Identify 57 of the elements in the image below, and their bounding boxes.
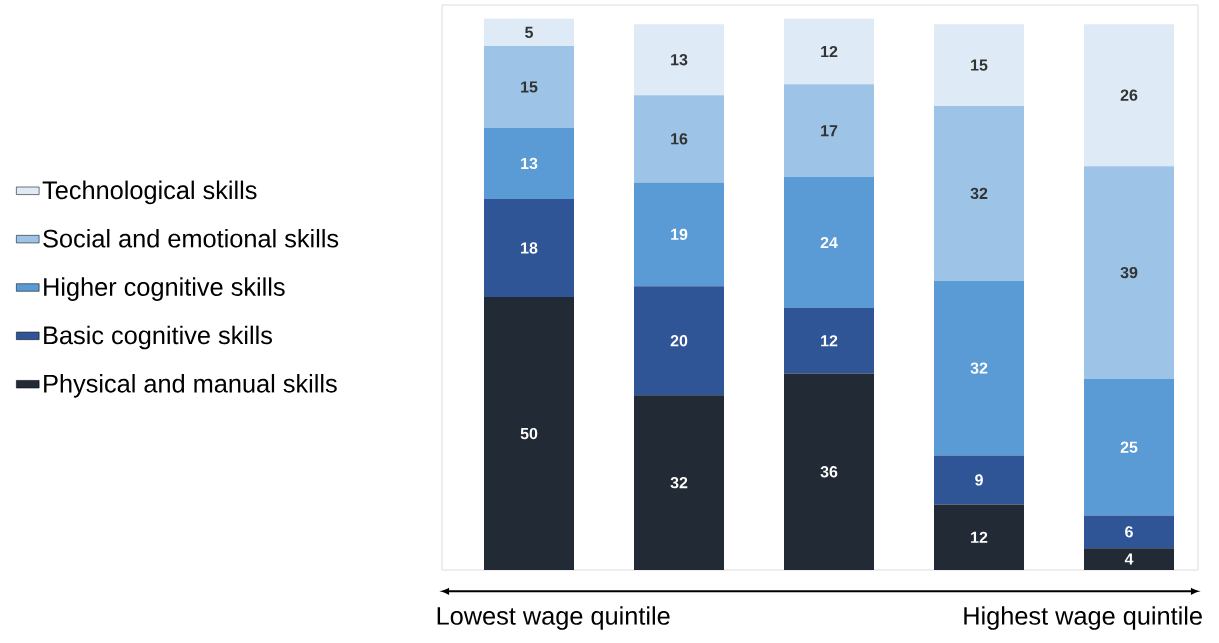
data-label: 24 xyxy=(820,236,838,249)
data-label: 32 xyxy=(670,477,688,489)
legend-label: Social and emotional skills xyxy=(43,228,339,248)
bar xyxy=(784,177,875,309)
data-label: 15 xyxy=(521,81,538,93)
data-label: 4 xyxy=(1124,553,1134,565)
bar xyxy=(1084,378,1175,516)
bar xyxy=(1084,515,1175,549)
bar xyxy=(484,127,575,199)
data-label: 6 xyxy=(1125,526,1133,538)
bar xyxy=(484,46,575,128)
bar xyxy=(1084,24,1175,167)
bar xyxy=(1084,166,1175,379)
bar xyxy=(634,95,724,183)
data-label: 13 xyxy=(521,157,538,170)
data-label: 18 xyxy=(521,242,538,254)
data-label: 12 xyxy=(821,45,838,58)
legend-label: Higher cognitive skills xyxy=(44,277,285,301)
bar xyxy=(934,455,1025,505)
data-label: 32 xyxy=(970,187,988,200)
data-label: 25 xyxy=(1120,441,1138,453)
bar xyxy=(934,504,1025,570)
data-label: 12 xyxy=(821,335,838,347)
data-label: 32 xyxy=(970,362,988,374)
data-label: 20 xyxy=(670,335,688,347)
legend-label: Physical and manual skills xyxy=(44,374,337,398)
data-label: 13 xyxy=(671,54,688,66)
bar xyxy=(784,84,875,178)
data-label: 12 xyxy=(971,531,988,543)
bar xyxy=(934,106,1025,281)
bar xyxy=(634,395,724,570)
text: Highest wage quintile xyxy=(964,606,1202,630)
bar xyxy=(784,308,875,374)
bar xyxy=(634,286,724,396)
legend-label: Technological skills xyxy=(42,180,257,205)
data-label: 39 xyxy=(1120,266,1138,279)
data-label: 19 xyxy=(671,228,688,241)
data-label: 5 xyxy=(525,26,534,38)
bar xyxy=(634,24,724,96)
data-label: 50 xyxy=(520,427,538,440)
bar xyxy=(484,297,575,570)
legend-label: Basic cognitive skills xyxy=(44,325,272,350)
bar xyxy=(784,18,875,85)
data-label: 17 xyxy=(821,125,838,137)
bar xyxy=(1084,548,1175,570)
bar xyxy=(784,373,875,570)
data-label: 36 xyxy=(820,466,838,478)
data-label: 15 xyxy=(971,59,988,71)
bar xyxy=(934,24,1025,107)
data-label: 16 xyxy=(671,133,688,145)
data-label: 9 xyxy=(975,474,983,486)
bar xyxy=(934,280,1025,456)
data-label: 26 xyxy=(1120,89,1138,101)
text: Lowest wage quintile xyxy=(437,606,670,630)
bar xyxy=(634,182,724,287)
bar xyxy=(484,198,575,298)
bar xyxy=(484,18,575,47)
